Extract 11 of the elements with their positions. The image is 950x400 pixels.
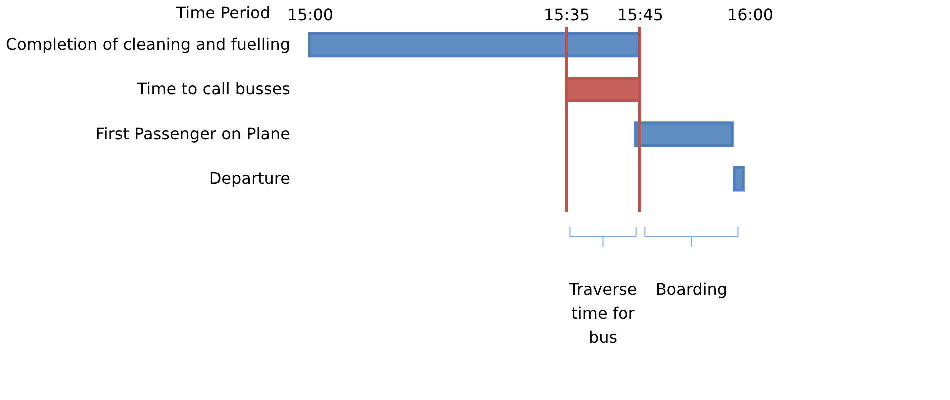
y-tick-label: Departure — [209, 169, 290, 188]
y-tick-label: First Passenger on Plane — [96, 124, 290, 144]
x-axis-title: Time Period — [175, 4, 270, 22]
x-tick-label: 15:35 — [544, 6, 590, 24]
text: Boarding — [656, 280, 728, 299]
text: Traverse time for bus — [568, 280, 638, 347]
x-tick-label: 15:00 — [287, 6, 334, 24]
y-tick-label: Completion of cleaning and fuelling — [6, 34, 290, 54]
x-tick-label: 15:45 — [617, 6, 664, 24]
x-tick-label: 16:00 — [727, 6, 774, 24]
y-tick-label: Time to call busses — [136, 80, 290, 99]
